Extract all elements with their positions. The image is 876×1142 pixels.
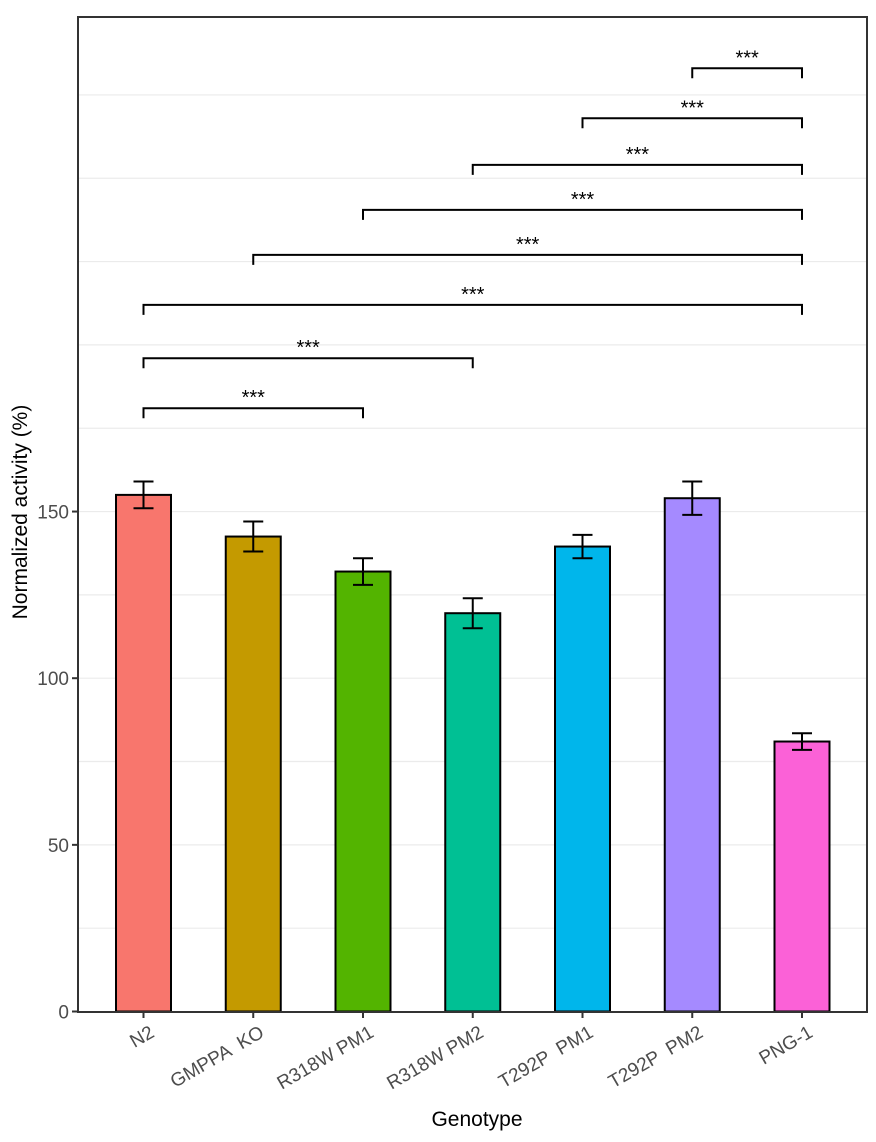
bar <box>773 740 831 1013</box>
x-tick-label: R318W PM1 <box>274 1022 378 1094</box>
bracket-line <box>581 117 803 129</box>
significance-bracket: *** <box>362 189 803 220</box>
significance-label: *** <box>516 234 540 256</box>
x-tick-label: T292P PM1 <box>495 1022 597 1093</box>
x-axis-ticks: N2 GMPPA KO R318W PM1 R318W PM2 T292P PM1 T29… <box>126 1012 817 1094</box>
x-tick-label: R318W PM2 <box>383 1022 487 1094</box>
grid-lines <box>78 94 867 929</box>
significance-bracket: *** <box>581 97 803 129</box>
bracket-line <box>142 357 474 369</box>
bracket-line <box>252 253 803 265</box>
significance-bracket: *** <box>252 234 803 265</box>
x-tick-label: N2 <box>126 1022 158 1052</box>
significance-brackets: *** *** *** *** *** *** *** *** <box>142 47 803 419</box>
bar <box>224 535 282 1013</box>
bar <box>334 570 392 1013</box>
x-tick-label: GMPPA KO <box>167 1022 268 1092</box>
error-bars <box>133 480 812 751</box>
significance-label: *** <box>461 284 485 306</box>
bar <box>554 545 611 1013</box>
bar <box>115 493 172 1013</box>
significance-label: *** <box>681 97 705 119</box>
bracket-line <box>471 163 803 175</box>
y-tick-label: 0 <box>58 1003 69 1024</box>
significance-bracket: *** <box>471 144 803 175</box>
bracket-line <box>362 208 803 220</box>
significance-label: *** <box>242 387 266 409</box>
bracket-line <box>691 67 803 79</box>
y-tick-label: 50 <box>48 836 69 857</box>
bracket-line <box>142 303 803 315</box>
significance-bracket: *** <box>142 387 364 419</box>
x-axis-title: Genotype <box>431 1108 522 1131</box>
significance-label: *** <box>735 47 759 69</box>
y-tick-label: 150 <box>37 503 69 524</box>
significance-bracket: *** <box>142 337 474 369</box>
bracket-line <box>142 407 364 419</box>
y-axis-ticks: 0 50 100 150 <box>37 503 78 1024</box>
significance-label: *** <box>296 337 320 359</box>
bar <box>663 497 721 1013</box>
significance-label: *** <box>626 144 650 166</box>
x-tick-label: T292P PM2 <box>605 1022 707 1093</box>
significance-label: *** <box>571 189 595 211</box>
bars <box>115 493 831 1013</box>
significance-bracket: *** <box>691 47 803 79</box>
significance-bracket: *** <box>142 284 803 315</box>
y-axis-title: Normalized activity (%) <box>9 405 32 620</box>
x-tick-label: PNG-1 <box>756 1022 817 1069</box>
bar <box>444 612 502 1013</box>
y-tick-label: 100 <box>37 669 69 690</box>
